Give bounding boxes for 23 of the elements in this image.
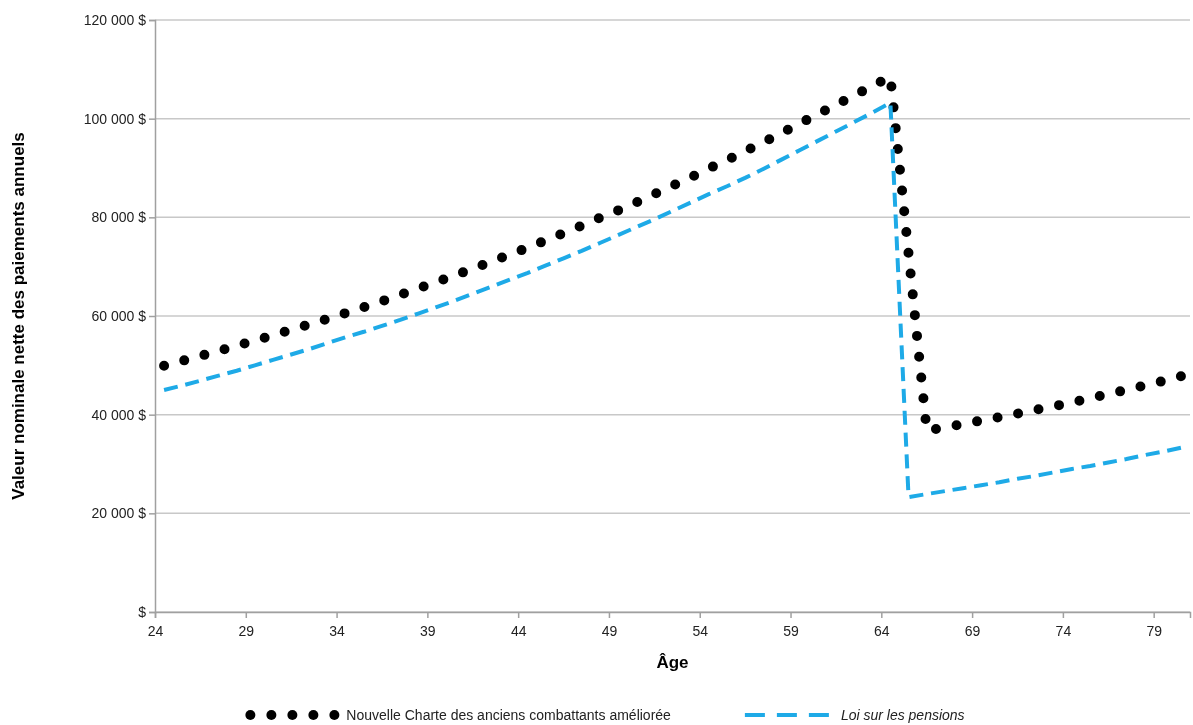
y-tick-label: 80 000 $ (91, 209, 147, 226)
y-tick-label: $ (138, 603, 147, 620)
y-tick-label: 100 000 $ (83, 110, 147, 127)
x-tick-label: 69 (964, 623, 981, 640)
y-tick-label: 60 000 $ (91, 307, 147, 324)
x-tick-label: 59 (783, 623, 800, 640)
x-tick-label: 54 (692, 623, 709, 640)
x-tick-label: 39 (420, 623, 436, 640)
x-tick-label: 24 (147, 623, 164, 640)
y-tick-label: 20 000 $ (91, 505, 147, 522)
y-tick-label: 40 000 $ (91, 406, 147, 423)
x-tick-label: 64 (874, 623, 890, 640)
y-tick-label: 120 000 $ (83, 11, 147, 28)
x-tick-label: 29 (238, 623, 255, 640)
y-axis-title: Valeur nominale nette des paiements annuels (9, 132, 28, 500)
legend-label: Loi sur les pensions (840, 707, 965, 723)
x-tick-label: 49 (601, 623, 618, 640)
x-tick-label: 74 (1055, 623, 1072, 640)
x-tick-label: 44 (510, 623, 527, 640)
x-tick-label: 79 (1146, 623, 1163, 640)
legend-label: Nouvelle Charte des anciens combattants améliorée (346, 707, 672, 723)
x-tick-label: 34 (329, 623, 346, 640)
x-axis-title: Âge (656, 653, 689, 672)
